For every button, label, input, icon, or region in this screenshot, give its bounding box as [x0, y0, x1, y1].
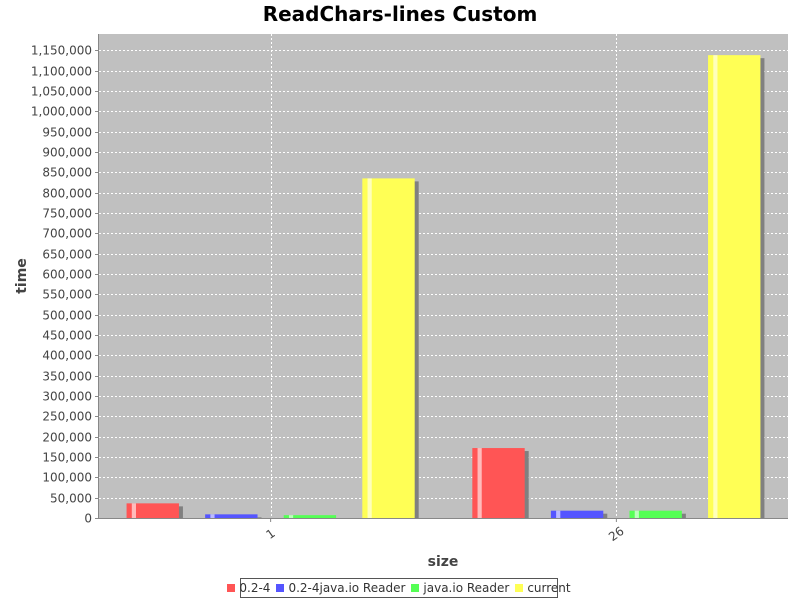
legend-label: current: [527, 581, 571, 595]
bar: [629, 510, 682, 518]
y-tick-label: 500,000: [42, 309, 92, 323]
y-tick-label: 700,000: [42, 227, 92, 241]
y-tick-label: 800,000: [42, 187, 92, 201]
bar-highlight: [634, 510, 639, 518]
y-tick-label: 600,000: [42, 268, 92, 282]
legend-item: current: [515, 581, 571, 595]
legend-item: java.io Reader: [411, 581, 509, 595]
bar: [205, 514, 258, 518]
y-tick-label: 1,150,000: [31, 44, 92, 58]
legend-swatch: [411, 584, 420, 592]
bar-highlight: [556, 510, 561, 518]
y-tick-label: 50,000: [50, 492, 92, 506]
legend-swatch: [515, 584, 524, 592]
y-tick-label: 400,000: [42, 349, 92, 363]
chart-title: ReadChars-lines Custom: [262, 2, 538, 26]
y-tick-label: 250,000: [42, 410, 92, 424]
legend: 0.2-4 0.2-4java.io Reader java.io Reader…: [227, 578, 571, 598]
y-axis-ticks: 0 50,000 100,000 150,000 200,000 250,000 300,0…: [31, 44, 99, 526]
legend-label: 0.2-4java.io Reader: [288, 581, 406, 595]
legend-swatch: [227, 584, 236, 592]
bar-highlight: [288, 515, 294, 518]
y-tick-label: 950,000: [42, 126, 92, 140]
y-tick-label: 1,050,000: [31, 85, 92, 99]
bar-highlight: [477, 448, 482, 518]
legend-label: 0.2-4: [239, 581, 271, 595]
y-tick-label: 750,000: [42, 207, 92, 221]
bar: [283, 515, 337, 518]
x-axis-ticks: 1 26: [263, 518, 627, 544]
bar-highlight: [131, 503, 136, 518]
bars: [126, 55, 765, 519]
bar-highlight: [210, 514, 215, 518]
y-tick-label: 300,000: [42, 390, 92, 404]
y-axis-title: time: [14, 258, 30, 294]
y-tick-label: 1,000,000: [31, 105, 92, 119]
y-tick-label: 350,000: [42, 370, 92, 384]
x-tick-label: 26: [606, 524, 627, 544]
y-tick-label: 0: [84, 512, 92, 526]
bar: [126, 503, 179, 518]
y-tick-label: 200,000: [42, 431, 92, 445]
bar-highlight: [713, 55, 718, 519]
y-tick-label: 1,100,000: [31, 65, 92, 79]
y-tick-label: 450,000: [42, 329, 92, 343]
grid-lines: [99, 34, 788, 518]
legend-swatch: [276, 584, 285, 592]
x-axis-title: size: [428, 554, 459, 570]
bar-highlight: [367, 178, 372, 519]
y-tick-label: 850,000: [42, 166, 92, 180]
y-tick-label: 150,000: [42, 451, 92, 465]
legend-item: 0.2-4: [227, 581, 270, 595]
x-tick-label: 1: [263, 526, 277, 542]
legend-item: 0.2-4java.io Reader: [276, 581, 405, 595]
y-tick-label: 650,000: [42, 248, 92, 262]
legend-label: java.io Reader: [423, 581, 510, 595]
y-tick-label: 550,000: [42, 288, 92, 302]
plot-area: [99, 34, 788, 518]
y-tick-label: 100,000: [42, 471, 92, 485]
y-tick-label: 900,000: [42, 146, 92, 160]
bar: [550, 510, 604, 518]
